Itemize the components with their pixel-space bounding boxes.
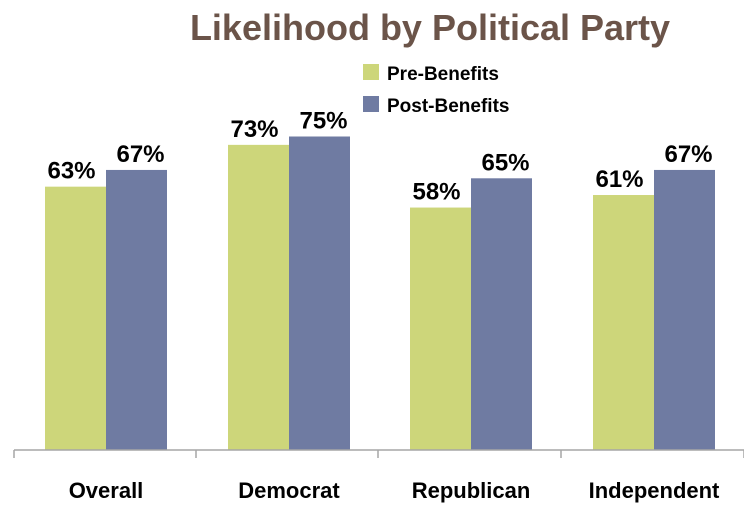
legend-label-post-benefits: Post-Benefits [387, 96, 509, 117]
data-labels-group: 63% 67% 73% 75% 58% 65% 61% 67% [47, 108, 712, 206]
bar-independent-post-benefits [654, 169, 715, 450]
category-label-democrat: Democrat [238, 478, 340, 503]
bar-republican-pre-benefits [410, 207, 471, 450]
x-axis-ticks [13, 450, 744, 458]
bar-overall-pre-benefits [45, 186, 106, 450]
category-label-republican: Republican [412, 478, 531, 503]
legend-swatch-post-benefits [363, 96, 379, 112]
chart-title: Likelihood by Political Party [190, 7, 670, 48]
data-label-overall-pre-benefits: 63% [47, 158, 95, 185]
data-label-democrat-post-benefits: 75% [299, 108, 347, 135]
bar-democrat-post-benefits [289, 136, 350, 450]
data-label-republican-pre-benefits: 58% [412, 179, 460, 206]
bar-independent-pre-benefits [593, 195, 654, 450]
bar-republican-post-benefits [471, 178, 532, 451]
bars-group [45, 136, 715, 451]
data-label-independent-post-benefits: 67% [664, 141, 712, 168]
data-label-overall-post-benefits: 67% [116, 141, 164, 168]
legend-label-pre-benefits: Pre-Benefits [387, 64, 499, 85]
legend: Pre-Benefits Post-Benefits [363, 64, 509, 117]
bar-democrat-pre-benefits [228, 144, 289, 451]
data-label-democrat-pre-benefits: 73% [230, 116, 278, 143]
data-label-independent-pre-benefits: 61% [595, 166, 643, 193]
bar-overall-post-benefits [106, 169, 167, 450]
category-label-overall: Overall [69, 478, 144, 503]
category-label-independent: Independent [589, 478, 720, 503]
x-axis-labels: Overall Democrat Republican Independent [69, 478, 720, 503]
data-label-republican-post-benefits: 65% [481, 149, 529, 176]
legend-swatch-pre-benefits [363, 64, 379, 80]
